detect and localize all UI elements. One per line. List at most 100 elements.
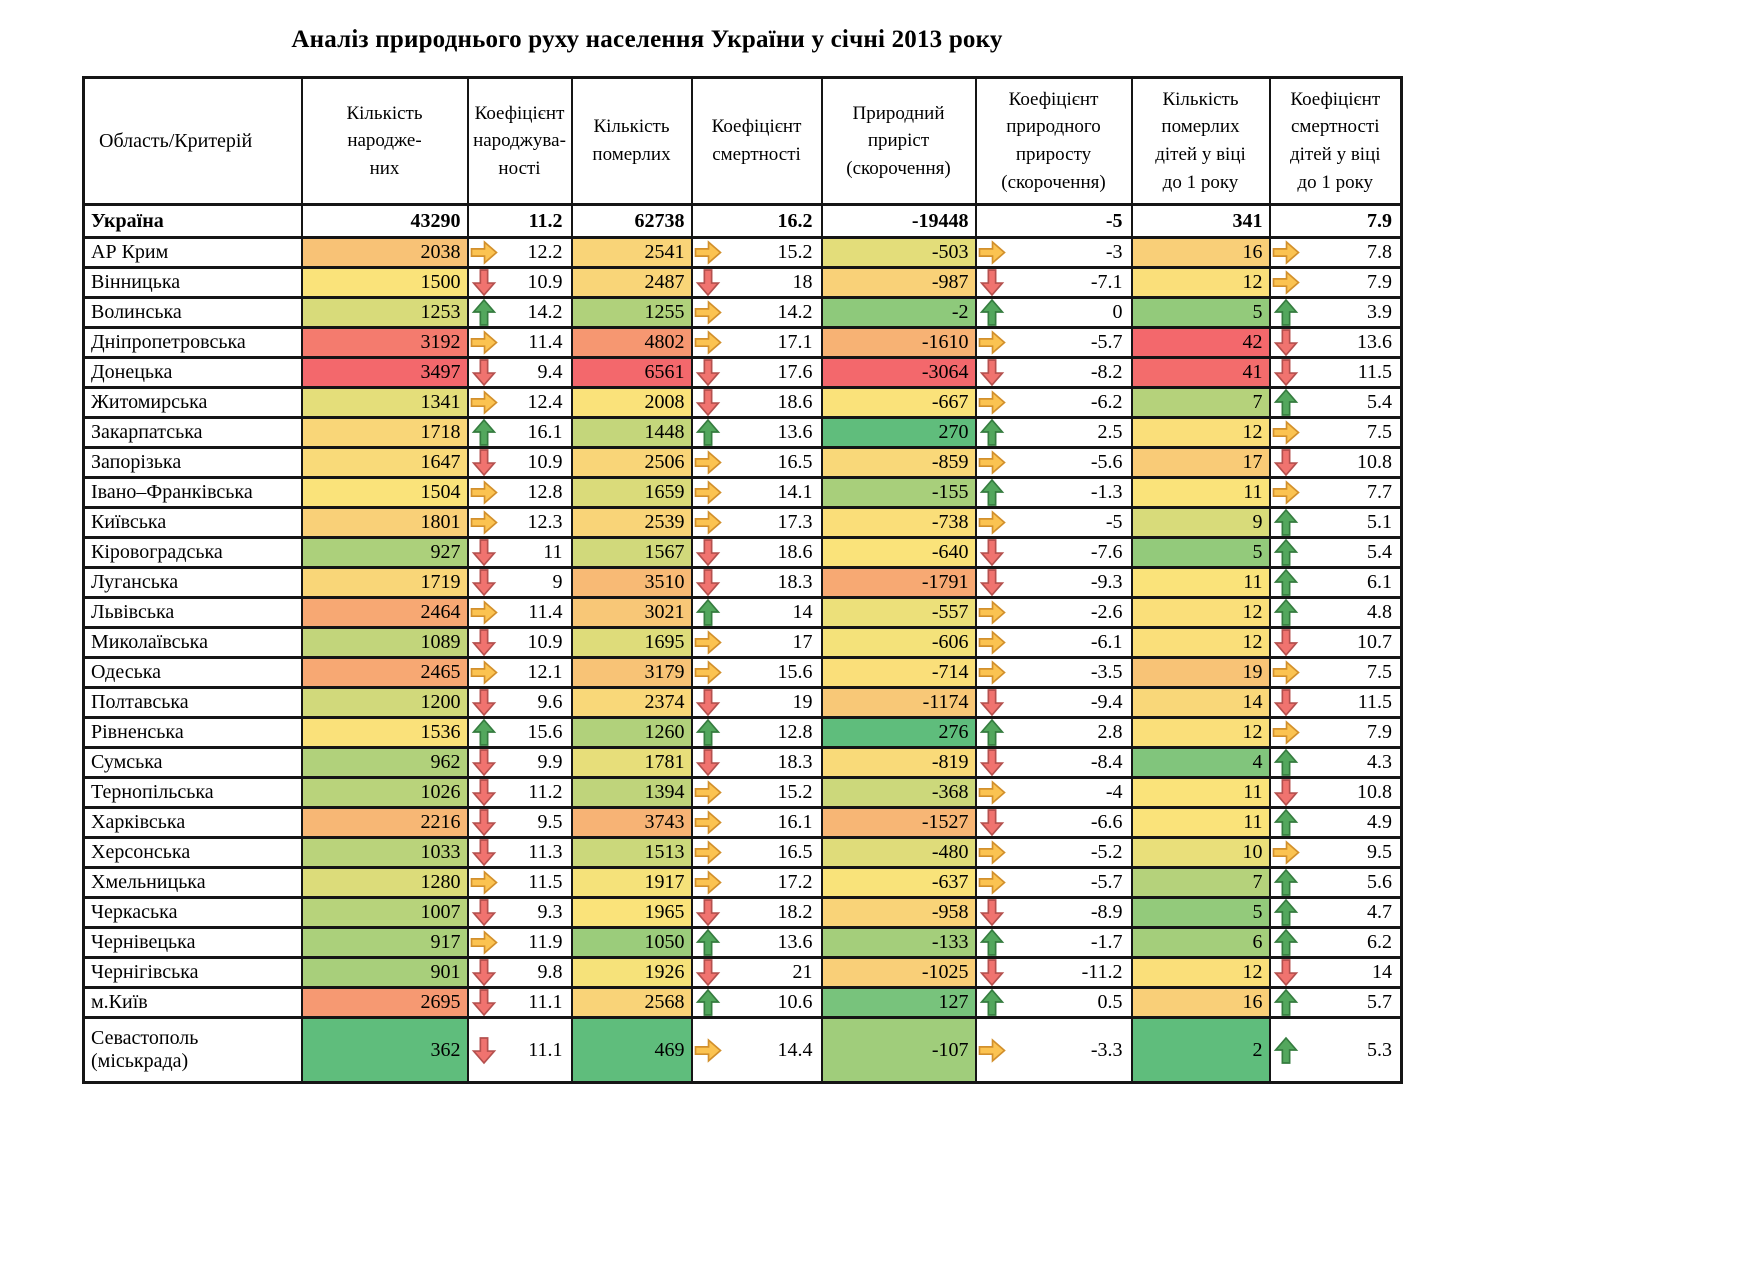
table-row: Запорізька 1647 10.9 2506 16.5 -859 -5.6… [82, 446, 1403, 479]
natural-increase-rate-cell: -3 [974, 236, 1133, 269]
natural-increase-rate-cell: -9.3 [974, 566, 1133, 599]
trend-right-icon [1272, 480, 1302, 505]
infant-death-rate-cell: 5.1 [1268, 506, 1403, 539]
death-rate-cell: 18.2 [690, 896, 823, 929]
infant-death-rate-cell: 10.8 [1268, 446, 1403, 479]
table-row: м.Київ 2695 11.1 2568 10.6 127 0.5 16 5.… [82, 986, 1403, 1019]
trend-down-icon [470, 360, 500, 385]
death-rate-cell: 19 [690, 686, 823, 719]
region-cell: Одеська [82, 656, 303, 689]
births-cell: 2038 [300, 236, 469, 269]
infant-death-rate-cell: 11.5 [1268, 686, 1403, 719]
header-infant-death-rate: Коефіцієнт смертності дітей у віці до 1 … [1268, 76, 1403, 206]
natural-increase-cell: -557 [820, 596, 977, 629]
table-row: Житомирська 1341 12.4 2008 18.6 -667 -6.… [82, 386, 1403, 419]
natural-increase-rate-cell: -6.1 [974, 626, 1133, 659]
trend-up-icon [1272, 600, 1302, 625]
trend-right-icon [978, 510, 1008, 535]
trend-right-icon [978, 240, 1008, 265]
natural-increase-cell: 127 [820, 986, 977, 1019]
table-row: Київська 1801 12.3 2539 17.3 -738 -5 9 5… [82, 506, 1403, 539]
infant-death-rate-cell: 7.9 [1268, 203, 1403, 239]
birth-rate-cell: 11 [466, 536, 573, 569]
infant-deaths-cell: 12 [1130, 596, 1271, 629]
infant-deaths-cell: 4 [1130, 746, 1271, 779]
infant-deaths-cell: 5 [1130, 296, 1271, 329]
natural-increase-cell: -133 [820, 926, 977, 959]
trend-right-icon [694, 840, 724, 865]
births-cell: 917 [300, 926, 469, 959]
trend-down-icon [694, 360, 724, 385]
trend-right-icon [470, 510, 500, 535]
region-cell: Львівська [82, 596, 303, 629]
natural-increase-rate-cell: -1.7 [974, 926, 1133, 959]
natural-increase-rate-cell: -5 [974, 506, 1133, 539]
births-cell: 1647 [300, 446, 469, 479]
trend-right-icon [694, 300, 724, 325]
natural-increase-rate-cell: -9.4 [974, 686, 1133, 719]
birth-rate-cell: 12.3 [466, 506, 573, 539]
table-row: Україна 43290 11.2 62738 16.2 -19448 -5 … [82, 203, 1403, 239]
trend-right-icon [1272, 420, 1302, 445]
trend-down-icon [694, 570, 724, 595]
trend-down-icon [978, 690, 1008, 715]
trend-right-icon [1272, 660, 1302, 685]
region-cell: Закарпатська [82, 416, 303, 449]
death-rate-cell: 17.1 [690, 326, 823, 359]
infant-deaths-cell: 2 [1130, 1016, 1271, 1084]
birth-rate-cell: 11.4 [466, 326, 573, 359]
infant-deaths-cell: 7 [1130, 386, 1271, 419]
region-cell: Донецька [82, 356, 303, 389]
trend-up-icon [694, 420, 724, 445]
death-rate-cell: 18.6 [690, 536, 823, 569]
infant-death-rate-cell: 7.5 [1268, 656, 1403, 689]
natural-increase-rate-cell: 2.8 [974, 716, 1133, 749]
births-cell: 362 [300, 1016, 469, 1084]
infant-deaths-cell: 42 [1130, 326, 1271, 359]
death-rate-cell: 18.3 [690, 566, 823, 599]
trend-right-icon [470, 480, 500, 505]
natural-increase-rate-cell: -1.3 [974, 476, 1133, 509]
trend-down-icon [470, 750, 500, 775]
birth-rate-cell: 9 [466, 566, 573, 599]
birth-rate-cell: 12.1 [466, 656, 573, 689]
trend-down-icon [978, 960, 1008, 985]
trend-up-icon [1272, 1036, 1302, 1064]
death-rate-cell: 18.3 [690, 746, 823, 779]
table-row: Севастополь (міськрада) 362 11.1 469 14.… [82, 1016, 1403, 1084]
trend-down-icon [470, 570, 500, 595]
infant-deaths-cell: 6 [1130, 926, 1271, 959]
infant-deaths-cell: 12 [1130, 266, 1271, 299]
trend-down-icon [1272, 450, 1302, 475]
header-natural-increase: Природний приріст (скорочення) [820, 76, 977, 206]
infant-deaths-cell: 9 [1130, 506, 1271, 539]
births-cell: 2216 [300, 806, 469, 839]
natural-increase-rate-cell: 2.5 [974, 416, 1133, 449]
deaths-cell: 2568 [570, 986, 693, 1019]
natural-increase-cell: -738 [820, 506, 977, 539]
deaths-cell: 62738 [570, 203, 693, 239]
natural-increase-cell: -819 [820, 746, 977, 779]
infant-deaths-cell: 16 [1130, 986, 1271, 1019]
table-row: Львівська 2464 11.4 3021 14 -557 -2.6 12… [82, 596, 1403, 629]
trend-down-icon [470, 690, 500, 715]
header-natural-increase-rate: Коефіцієнт природного приросту (скорочен… [974, 76, 1133, 206]
natural-increase-cell: -480 [820, 836, 977, 869]
trend-right-icon [470, 870, 500, 895]
infant-death-rate-cell: 6.1 [1268, 566, 1403, 599]
death-rate-cell: 18.6 [690, 386, 823, 419]
natural-increase-cell: -503 [820, 236, 977, 269]
region-cell: Рівненська [82, 716, 303, 749]
trend-right-icon [694, 810, 724, 835]
death-rate-cell: 21 [690, 956, 823, 989]
infant-death-rate-cell: 9.5 [1268, 836, 1403, 869]
trend-down-icon [1272, 960, 1302, 985]
trend-right-icon [694, 510, 724, 535]
trend-right-icon [978, 870, 1008, 895]
birth-rate-cell: 12.4 [466, 386, 573, 419]
infant-death-rate-cell: 4.7 [1268, 896, 1403, 929]
header-infant-deaths: Кількість померлих дітей у віці до 1 рок… [1130, 76, 1271, 206]
region-cell: Вінницька [82, 266, 303, 299]
infant-deaths-cell: 12 [1130, 626, 1271, 659]
death-rate-cell: 14.1 [690, 476, 823, 509]
